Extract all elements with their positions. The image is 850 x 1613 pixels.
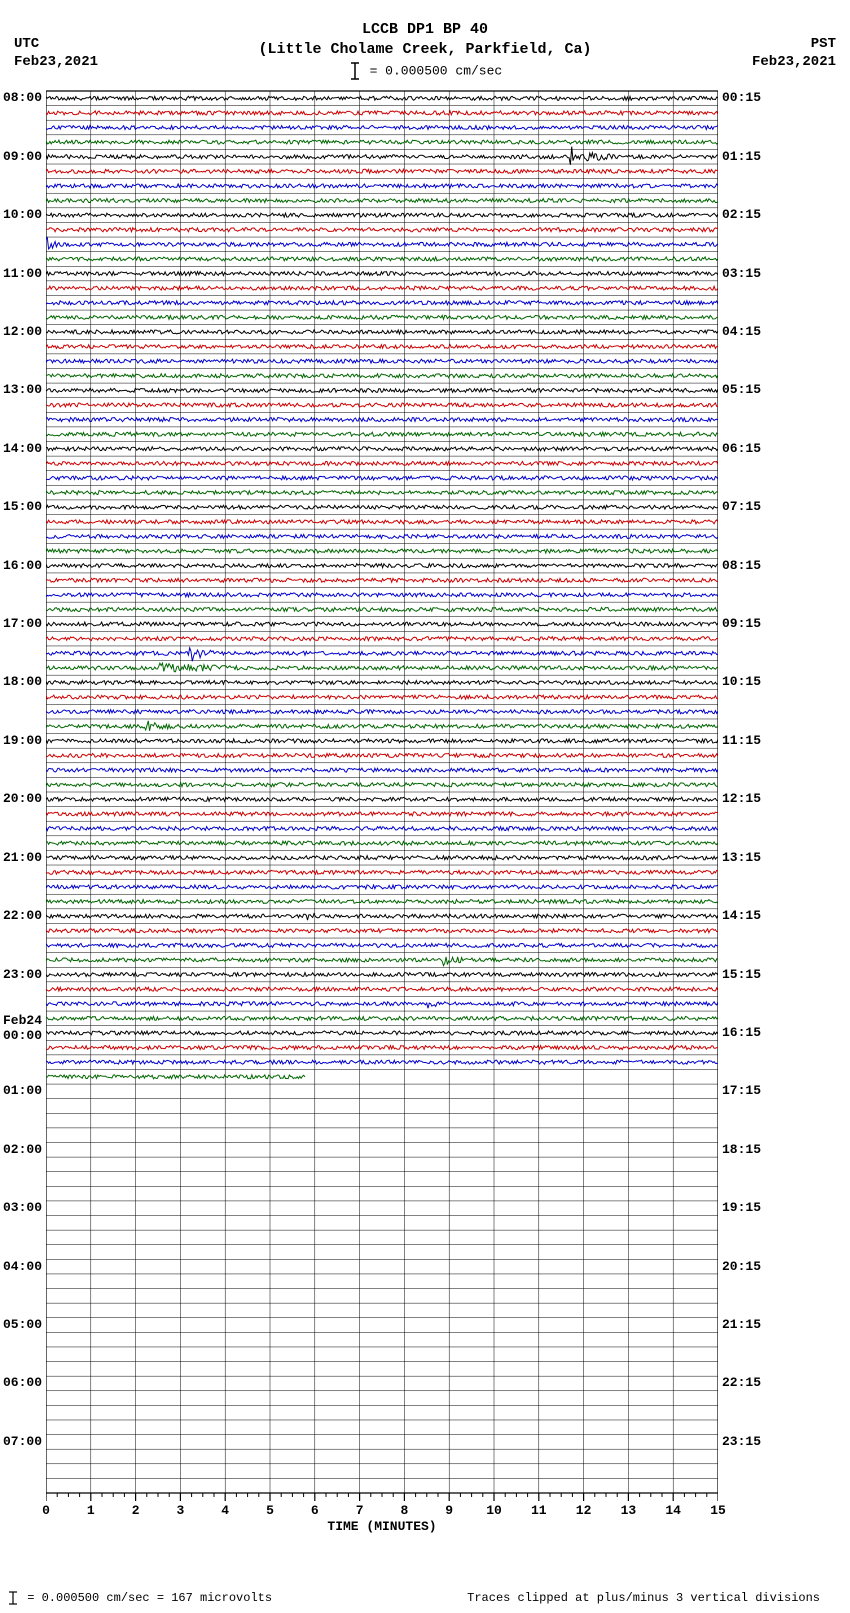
pst-hour-label: 15:15	[722, 967, 761, 982]
station-id: LCCB DP1 BP 40	[0, 20, 850, 40]
pst-hour-label: 16:15	[722, 1025, 761, 1040]
pst-hour-label: 09:15	[722, 616, 761, 631]
pst-hour-label: 03:15	[722, 266, 761, 281]
utc-hour-label: 06:00	[3, 1375, 42, 1390]
utc-hour-label: 15:00	[3, 499, 42, 514]
helicorder-plot: 08:0000:1509:0001:1510:0002:1511:0003:15…	[46, 85, 718, 1535]
helicorder-svg	[46, 85, 718, 1535]
pst-hour-label: 21:15	[722, 1317, 761, 1332]
utc-hour-label: 23:00	[3, 967, 42, 982]
x-tick-label: 1	[87, 1503, 95, 1518]
x-tick-label: 7	[356, 1503, 364, 1518]
x-tick-label: 3	[176, 1503, 184, 1518]
pst-hour-label: 18:15	[722, 1142, 761, 1157]
utc-hour-label: 18:00	[3, 674, 42, 689]
x-tick-label: 12	[576, 1503, 592, 1518]
utc-label: UTC	[14, 36, 39, 52]
utc-hour-label: 02:00	[3, 1142, 42, 1157]
x-tick-label: 6	[311, 1503, 319, 1518]
utc-hour-label: 10:00	[3, 207, 42, 222]
utc-hour-label: 12:00	[3, 324, 42, 339]
pst-hour-label: 12:15	[722, 791, 761, 806]
pst-hour-label: 07:15	[722, 499, 761, 514]
scale-text: = 0.000500 cm/sec	[362, 63, 502, 78]
chart-header: LCCB DP1 BP 40 (Little Cholame Creek, Pa…	[0, 20, 850, 59]
pst-hour-label: 22:15	[722, 1375, 761, 1390]
pst-hour-label: 05:15	[722, 382, 761, 397]
scale-bar-icon	[348, 62, 362, 80]
x-tick-label: 4	[221, 1503, 229, 1518]
pst-hour-label: 11:15	[722, 733, 761, 748]
x-tick-label: 2	[132, 1503, 140, 1518]
pst-hour-label: 04:15	[722, 324, 761, 339]
station-location: (Little Cholame Creek, Parkfield, Ca)	[0, 40, 850, 60]
x-tick-label: 5	[266, 1503, 274, 1518]
pst-hour-label: 10:15	[722, 674, 761, 689]
x-tick-label: 0	[42, 1503, 50, 1518]
pst-hour-label: 08:15	[722, 558, 761, 573]
utc-hour-label: 14:00	[3, 441, 42, 456]
pst-hour-label: 02:15	[722, 207, 761, 222]
pst-label: PST	[811, 36, 836, 52]
x-tick-label: 11	[531, 1503, 547, 1518]
utc-hour-label: 03:00	[3, 1200, 42, 1215]
utc-hour-label: 08:00	[3, 90, 42, 105]
footer-clip-note: Traces clipped at plus/minus 3 vertical …	[467, 1591, 820, 1605]
x-tick-label: 13	[621, 1503, 637, 1518]
pst-hour-label: 06:15	[722, 441, 761, 456]
footer-scale: = 0.000500 cm/sec = 167 microvolts	[6, 1591, 272, 1605]
seismogram-page: LCCB DP1 BP 40 (Little Cholame Creek, Pa…	[0, 0, 850, 1613]
pst-hour-label: 00:15	[722, 90, 761, 105]
utc-hour-label: 04:00	[3, 1259, 42, 1274]
x-tick-label: 10	[486, 1503, 502, 1518]
x-tick-label: 15	[710, 1503, 726, 1518]
utc-hour-label: 21:00	[3, 850, 42, 865]
utc-hour-label: 05:00	[3, 1317, 42, 1332]
utc-hour-label: 19:00	[3, 733, 42, 748]
pst-hour-label: 23:15	[722, 1434, 761, 1449]
pst-hour-label: 01:15	[722, 149, 761, 164]
utc-hour-label: 09:00	[3, 149, 42, 164]
utc-hour-label: Feb2400:00	[3, 1013, 42, 1043]
utc-hour-label: 17:00	[3, 616, 42, 631]
utc-hour-label: 22:00	[3, 908, 42, 923]
x-tick-label: 8	[400, 1503, 408, 1518]
pst-hour-label: 14:15	[722, 908, 761, 923]
scale-indicator: = 0.000500 cm/sec	[0, 62, 850, 80]
pst-hour-label: 13:15	[722, 850, 761, 865]
utc-hour-label: 20:00	[3, 791, 42, 806]
scale-bar-icon	[6, 1591, 20, 1605]
pst-hour-label: 17:15	[722, 1083, 761, 1098]
x-axis-title: TIME (MINUTES)	[327, 1519, 436, 1534]
utc-hour-label: 11:00	[3, 266, 42, 281]
utc-hour-label: 01:00	[3, 1083, 42, 1098]
pst-hour-label: 20:15	[722, 1259, 761, 1274]
pst-hour-label: 19:15	[722, 1200, 761, 1215]
utc-hour-label: 07:00	[3, 1434, 42, 1449]
x-tick-label: 14	[665, 1503, 681, 1518]
utc-hour-label: 13:00	[3, 382, 42, 397]
utc-hour-label: 16:00	[3, 558, 42, 573]
footer-left-text: = 0.000500 cm/sec = 167 microvolts	[20, 1591, 272, 1605]
x-tick-label: 9	[445, 1503, 453, 1518]
